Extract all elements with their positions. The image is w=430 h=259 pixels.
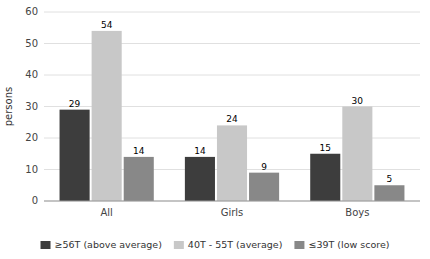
grid-line (44, 201, 420, 202)
bar (60, 110, 90, 201)
legend-swatch (174, 241, 184, 249)
bar (374, 185, 404, 201)
grid-line (44, 12, 420, 13)
legend-label: 40T - 55T (average) (188, 239, 283, 250)
x-tick-label: Girls (221, 207, 244, 218)
y-tick-label: 30 (25, 101, 38, 112)
data-label: 29 (69, 99, 81, 109)
y-tick-label: 0 (32, 195, 38, 206)
x-axis: All Girls Boys (44, 201, 420, 218)
legend-item: ≥56T (above average) (41, 239, 162, 250)
legend: ≥56T (above average) 40T - 55T (average) ≤… (41, 239, 390, 250)
y-tick-label: 10 (25, 164, 38, 175)
y-tick-label: 60 (25, 6, 38, 17)
x-tick-label: Boys (345, 207, 369, 218)
data-label: 9 (261, 162, 267, 172)
y-tick-label: 20 (25, 132, 38, 143)
legend-item: 40T - 55T (average) (174, 239, 283, 250)
x-axis-line (44, 201, 420, 202)
y-tick-label: 50 (25, 38, 38, 49)
data-label: 30 (352, 96, 364, 106)
chart-svg: 0 10 20 30 40 50 60 persons 29 14 15 54 24 30 14 9 5 All G… (0, 0, 430, 259)
data-label: 14 (133, 146, 145, 156)
bar (249, 173, 279, 201)
data-label: 54 (101, 20, 113, 30)
y-axis-label: persons (3, 87, 14, 127)
chart-container: 0 10 20 30 40 50 60 persons 29 14 15 54 24 30 14 9 5 All G… (0, 0, 430, 259)
data-label: 5 (387, 174, 393, 184)
bar (342, 107, 372, 202)
data-label: 15 (320, 143, 331, 153)
legend-item: ≤39T (low score) (294, 239, 389, 250)
bar (217, 125, 247, 201)
legend-swatch (41, 241, 51, 249)
x-tick-label: All (100, 207, 112, 218)
bar (310, 154, 340, 201)
grid (44, 12, 420, 201)
legend-label: ≥56T (above average) (55, 239, 162, 250)
legend-label: ≤39T (low score) (308, 239, 389, 250)
data-label: 24 (226, 114, 238, 124)
data-labels: 29 14 15 54 24 30 14 9 5 (69, 20, 392, 184)
legend-swatch (294, 241, 304, 249)
data-label: 14 (194, 146, 206, 156)
y-axis: 0 10 20 30 40 50 60 (25, 6, 38, 206)
bar (92, 31, 122, 201)
y-tick-label: 40 (25, 69, 38, 80)
bars (60, 31, 405, 201)
bar (124, 157, 154, 201)
bar (185, 157, 215, 201)
